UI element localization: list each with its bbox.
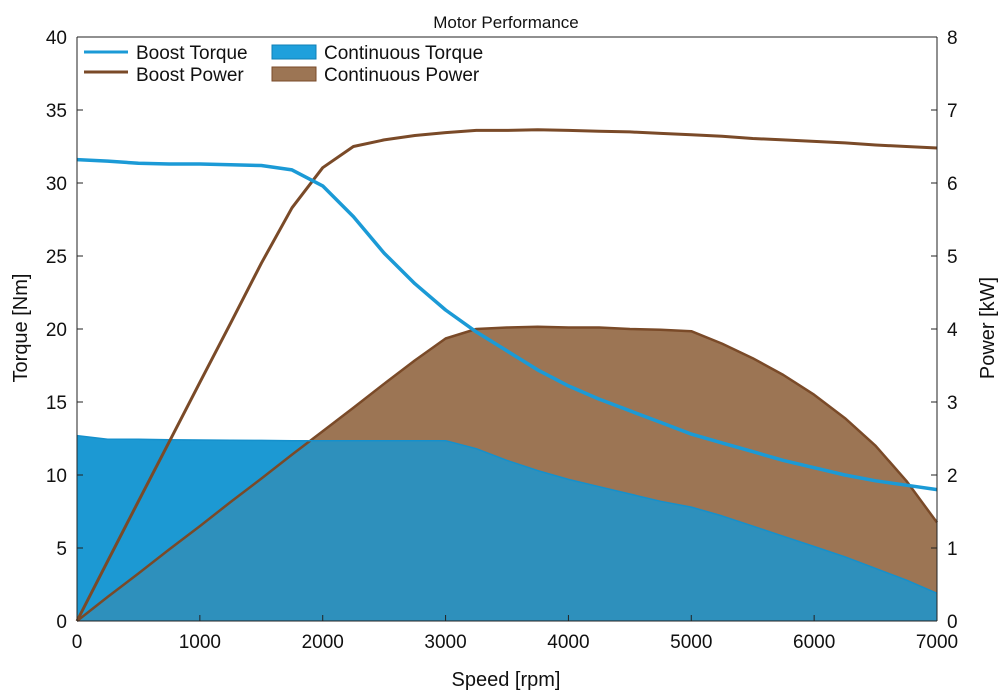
- boost-torque-line: [76, 157, 938, 492]
- x-tick-label: 7000: [916, 632, 958, 653]
- legend-swatch-continuous-power: [271, 66, 317, 82]
- y-right-tick-label: 5: [947, 247, 958, 268]
- plot-area: [75, 128, 939, 622]
- y-left-tick-label: 35: [46, 101, 67, 122]
- chart-title: Motor Performance: [433, 13, 579, 32]
- y-right-tick-label: 1: [947, 539, 958, 560]
- y-left-tick-label: 30: [46, 174, 67, 195]
- y-left-tick-label: 15: [46, 393, 67, 414]
- y-right-tick-label: 0: [947, 612, 958, 633]
- legend-swatch-continuous-torque: [271, 44, 317, 60]
- x-tick-label: 2000: [302, 632, 344, 653]
- y-right-tick-label: 6: [947, 174, 958, 195]
- y-right-tick-label: 2: [947, 466, 958, 487]
- y-left-tick-label: 10: [46, 466, 67, 487]
- y-left-tick-label: 25: [46, 247, 67, 268]
- legend: Boost Torque Boost Power Continuous Torq…: [84, 43, 483, 86]
- x-tick-label: 1000: [179, 632, 221, 653]
- y-left-tick-label: 5: [56, 539, 67, 560]
- continuous-torque-overlap: [77, 435, 937, 621]
- x-tick-label: 0: [72, 632, 83, 653]
- y-right-tick-label: 3: [947, 393, 958, 414]
- continuous-power-outline: [76, 325, 939, 622]
- legend-label-boost-power: Boost Power: [136, 65, 244, 86]
- continuous-torque-outline: [76, 434, 938, 594]
- y-left-tick-label: 0: [56, 612, 67, 633]
- x-tick-label: 5000: [670, 632, 712, 653]
- y-axis-right-label: Power [kW]: [977, 277, 999, 379]
- y-axis-left-label: Torque [Nm]: [10, 274, 32, 383]
- y-left-tick-label: 40: [46, 28, 67, 49]
- x-tick-label: 6000: [793, 632, 835, 653]
- x-tick-label: 4000: [547, 632, 589, 653]
- y-right-tick-label: 4: [947, 320, 958, 341]
- legend-label-continuous-torque: Continuous Torque: [324, 43, 483, 64]
- x-axis-label: Speed [rpm]: [452, 669, 561, 691]
- legend-label-boost-torque: Boost Torque: [136, 43, 248, 64]
- y-right-tick-label: 8: [947, 28, 958, 49]
- y-left-tick-label: 20: [46, 320, 67, 341]
- legend-label-continuous-power: Continuous Power: [324, 65, 480, 86]
- x-tick-label: 3000: [424, 632, 466, 653]
- y-right-tick-label: 7: [947, 101, 958, 122]
- boost-power-line: [75, 128, 938, 622]
- axes: 0 1000 2000 3000 4000 5000 6000 700005101520253…: [46, 28, 958, 653]
